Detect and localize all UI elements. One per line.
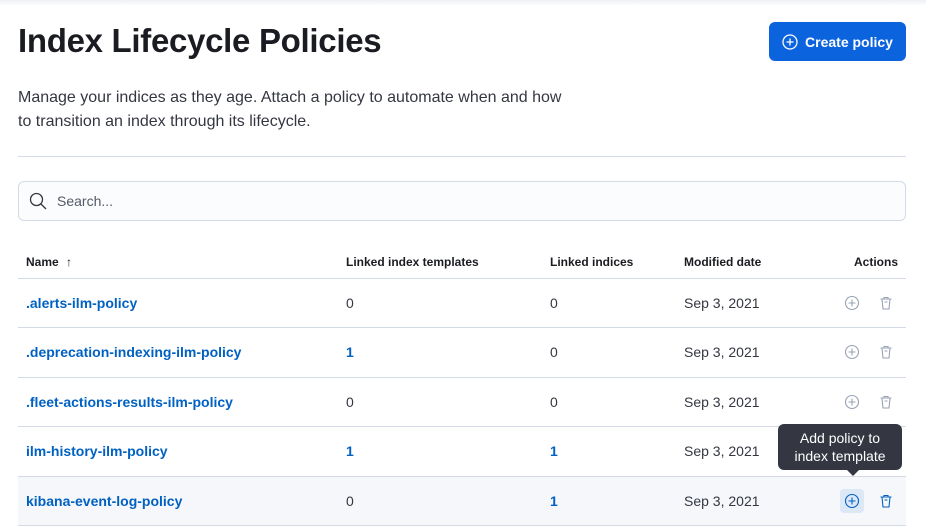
actions-cell <box>816 476 906 526</box>
add-to-template-button[interactable] <box>840 390 864 414</box>
linked-indices: 0 <box>542 278 676 328</box>
linked-templates[interactable]: 1 <box>338 426 542 477</box>
table-row: .deprecation-indexing-ilm-policy 1 0 Sep 3,… <box>18 327 906 378</box>
create-policy-button[interactable]: Create policy <box>769 22 906 61</box>
delete-policy-button[interactable] <box>874 489 898 513</box>
column-header-name[interactable]: Name ↑ <box>18 247 338 279</box>
search-input[interactable] <box>57 193 857 209</box>
policy-name-link[interactable]: kibana-event-log-policy <box>26 492 183 509</box>
linked-indices-value: 0 <box>550 393 558 410</box>
tooltip: Add policy to index template <box>778 424 902 476</box>
actions-cell <box>816 377 906 427</box>
linked-indices-value: 0 <box>550 294 558 311</box>
page-description: Manage your indices as they age. Attach … <box>18 89 562 130</box>
linked-templates: 0 <box>338 377 542 427</box>
linked-indices: 0 <box>542 377 676 427</box>
top-shadow <box>0 0 926 6</box>
linked-templates-value[interactable]: 1 <box>346 344 354 361</box>
create-policy-label: Create policy <box>805 33 893 50</box>
plus-circle-icon <box>782 33 798 50</box>
modified-date: Sep 3, 2021 <box>676 476 816 526</box>
linked-indices: 0 <box>542 327 676 378</box>
linked-templates: 0 <box>338 278 542 328</box>
linked-templates[interactable]: 1 <box>338 327 542 378</box>
actions-cell <box>816 278 906 328</box>
page-title: Index Lifecycle Policies <box>18 22 382 59</box>
linked-templates: 0 <box>338 476 542 526</box>
add-to-template-button[interactable] <box>840 340 864 364</box>
policy-name-link[interactable]: .alerts-ilm-policy <box>26 294 138 311</box>
table-row: .alerts-ilm-policy 0 0 Sep 3, 2021 <box>18 278 906 328</box>
trash-icon <box>880 296 892 310</box>
table-row: kibana-event-log-policy 0 1 Sep 3, 2021 <box>18 476 906 526</box>
column-label: Name <box>26 255 59 270</box>
linked-indices-value[interactable]: 1 <box>550 492 558 509</box>
linked-templates-value: 0 <box>346 393 354 410</box>
policy-name-link[interactable]: .fleet-actions-results-ilm-policy <box>26 393 233 410</box>
plus-circle-icon <box>845 295 860 310</box>
table-row: .fleet-actions-results-ilm-policy 0 0 Sep 3… <box>18 377 906 427</box>
search-box[interactable] <box>18 181 906 221</box>
plus-circle-icon <box>845 493 860 508</box>
column-header-templates: Linked index templates <box>338 247 542 279</box>
policy-name-link[interactable]: .deprecation-indexing-ilm-policy <box>26 344 242 361</box>
add-to-template-button[interactable] <box>840 488 865 513</box>
modified-date: Sep 3, 2021 <box>676 327 816 378</box>
linked-indices-value: 0 <box>550 344 558 361</box>
linked-templates-value[interactable]: 1 <box>346 443 354 460</box>
add-to-template-button[interactable] <box>840 291 864 315</box>
divider <box>18 156 906 157</box>
linked-templates-value: 0 <box>346 294 354 311</box>
trash-icon <box>880 346 892 359</box>
linked-indices-value[interactable]: 1 <box>550 443 558 460</box>
trash-icon <box>880 494 892 508</box>
sort-ascending-icon: ↑ <box>66 255 73 270</box>
policies-table: Name ↑ Linked index templates Linked ind… <box>18 247 906 526</box>
linked-indices[interactable]: 1 <box>542 426 676 477</box>
column-header-indices: Linked indices <box>542 247 676 279</box>
linked-indices[interactable]: 1 <box>542 476 676 526</box>
linked-templates-value: 0 <box>346 492 354 509</box>
column-header-modified[interactable]: Modified date <box>676 247 816 279</box>
modified-date: Sep 3, 2021 <box>676 278 816 328</box>
column-header-actions: Actions <box>816 247 906 279</box>
trash-icon <box>880 395 892 409</box>
plus-circle-icon <box>845 345 860 360</box>
plus-circle-icon <box>845 394 860 409</box>
table-row: ilm-history-ilm-policy 1 1 Sep 3, 2021 <box>18 426 906 477</box>
search-icon <box>29 192 47 210</box>
policy-name-link[interactable]: ilm-history-ilm-policy <box>26 443 168 460</box>
actions-cell <box>816 327 906 378</box>
delete-policy-button[interactable] <box>874 390 898 414</box>
delete-policy-button[interactable] <box>874 340 898 364</box>
delete-policy-button[interactable] <box>874 291 898 315</box>
modified-date: Sep 3, 2021 <box>676 377 816 427</box>
